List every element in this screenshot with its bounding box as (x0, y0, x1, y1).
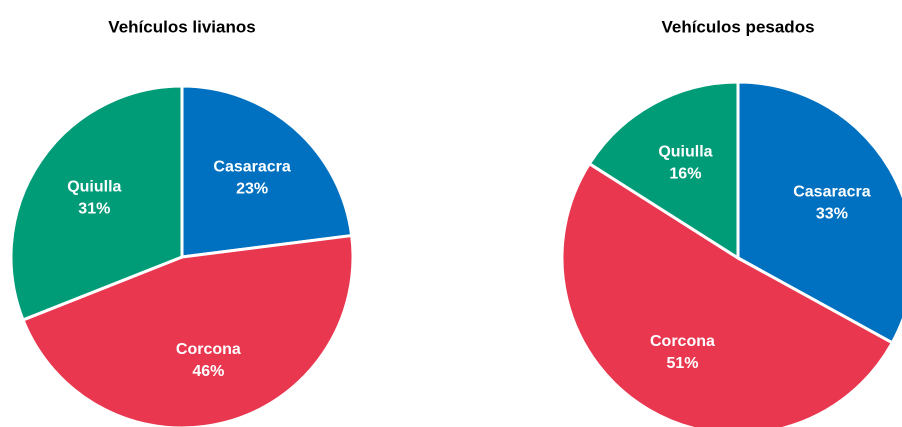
slice-value-label: 16% (669, 166, 701, 183)
pie-slice (180, 84, 354, 259)
slice-label: Casaracra (213, 159, 291, 176)
pie-slice (560, 161, 895, 427)
slice-label: Quiulla (658, 144, 712, 161)
pie-slice (21, 233, 355, 427)
slice-value-label: 51% (666, 355, 698, 372)
pie-slice (9, 84, 184, 322)
slice-value-label: 33% (816, 206, 848, 223)
slice-value-label: 23% (236, 181, 268, 198)
chart-title: Vehículos livianos (108, 17, 255, 36)
slice-label: Casaracra (793, 184, 871, 201)
pie-slice (736, 80, 902, 345)
slice-value-label: 46% (192, 363, 224, 380)
slice-label: Corcona (650, 333, 715, 350)
slice-label: Corcona (176, 341, 241, 358)
chart-title: Vehículos pesados (661, 17, 814, 36)
slice-label: Quiulla (67, 179, 121, 196)
pie-slice (587, 80, 740, 261)
slice-value-label: 31% (78, 201, 110, 218)
